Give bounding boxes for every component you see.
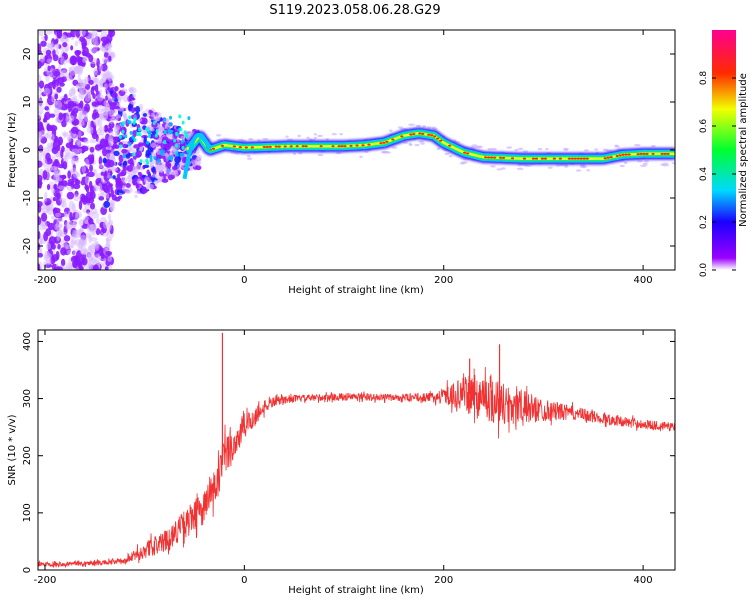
snr-series-line bbox=[38, 366, 675, 568]
spectrogram-x-tick-label: -200 bbox=[34, 275, 57, 286]
spectrogram-y-tick-label: -20 bbox=[22, 238, 33, 254]
chart-title: S119.2023.058.06.28.G29 bbox=[269, 3, 440, 18]
snr-y-tick-label: 200 bbox=[22, 446, 33, 465]
spectrogram-y-tick-label: -10 bbox=[22, 190, 33, 206]
spectrogram-x-tick-label: 0 bbox=[241, 275, 247, 286]
snr-x-tick-label: 400 bbox=[634, 575, 653, 586]
spectrogram-noise-blobs bbox=[38, 30, 202, 270]
spectrogram-y-tick-label: 10 bbox=[22, 96, 33, 109]
snr-y-tick-label: 0 bbox=[22, 567, 33, 573]
snr-plot-area bbox=[38, 332, 675, 568]
spectrogram-x-tick-label: 200 bbox=[434, 275, 453, 286]
colorbar-gradient bbox=[712, 30, 736, 270]
colorbar-label: Normalized spectral amplitude bbox=[738, 73, 749, 227]
spectrogram-y-tick-label: 0 bbox=[22, 147, 33, 153]
colorbar-tick-label: 0.6 bbox=[699, 119, 709, 134]
colorbar-tick-label: 0.4 bbox=[699, 167, 709, 182]
spectrogram-x-axis-label: Height of straight line (km) bbox=[288, 285, 424, 296]
snr-x-tick-label: 200 bbox=[434, 575, 453, 586]
spectrogram-chart: -200 0 200 400 -20 -10 0 10 20 Height of straigh… bbox=[7, 29, 676, 296]
snr-y-tick-label: 300 bbox=[22, 389, 33, 408]
colorbar-tick-label: 0.8 bbox=[699, 71, 709, 86]
spectrogram-x-tick-label: 400 bbox=[634, 275, 653, 286]
spectrogram-y-tick-label: 20 bbox=[22, 48, 33, 61]
colorbar-tick-label: 0.0 bbox=[699, 263, 709, 278]
colorbar-tick-label: 0.2 bbox=[699, 215, 709, 229]
spectrogram-plot-area bbox=[38, 30, 675, 270]
snr-x-axis-label: Height of straight line (km) bbox=[288, 585, 424, 596]
snr-y-tick-label: 400 bbox=[22, 332, 33, 351]
snr-x-tick-label: 0 bbox=[241, 575, 247, 586]
snr-x-tick-label: -200 bbox=[34, 575, 57, 586]
snr-y-axis-label: SNR (10 * v/v) bbox=[7, 414, 18, 485]
snr-y-tick-label: 100 bbox=[22, 503, 33, 522]
spectrogram-ridge bbox=[182, 123, 675, 180]
snr-frame bbox=[37, 329, 676, 571]
spectrogram-y-axis-label: Frequency (Hz) bbox=[7, 112, 18, 188]
colorbar: 0.0 0.2 0.4 0.6 0.8 Normalized spectral ampl… bbox=[699, 30, 749, 277]
